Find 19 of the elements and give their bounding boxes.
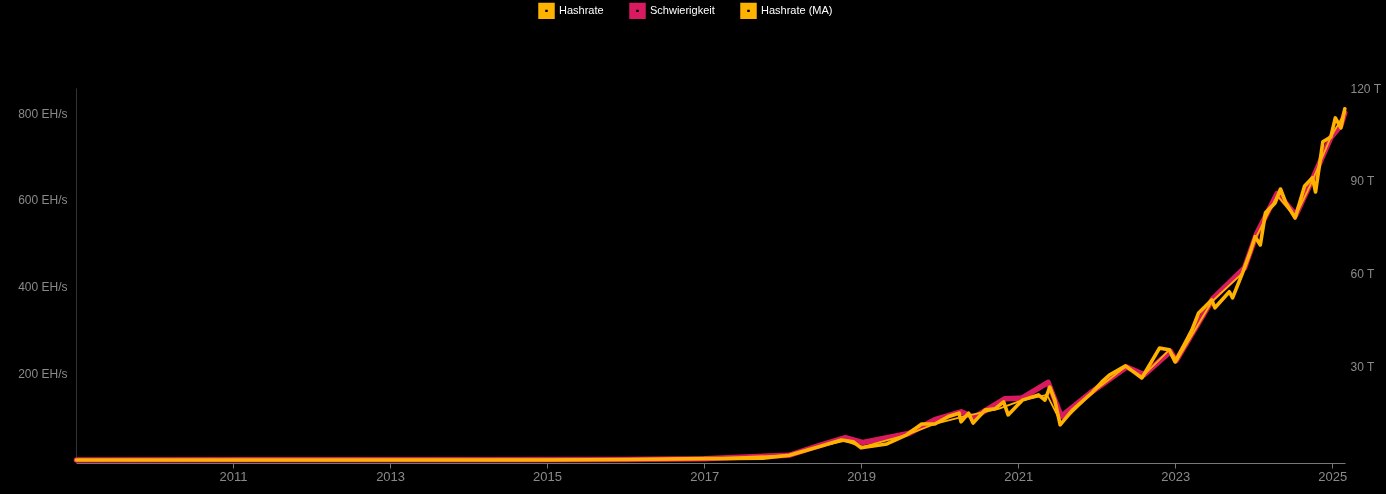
y-tick-label: 200 EH/s: [18, 366, 68, 381]
x-tick-label: 2023: [1161, 468, 1191, 484]
y2-tick-label: 60 T: [1350, 267, 1375, 282]
x-tick-label: 2013: [376, 468, 406, 484]
x-tick-label: 2015: [533, 468, 562, 484]
legend-label: Hashrate (MA): [761, 3, 833, 16]
x-tick-label: 2011: [219, 468, 248, 484]
y-tick-label: 400 EH/s: [18, 280, 68, 295]
y2-tick-label: 90 T: [1350, 174, 1375, 189]
y2-tick-label: 120 T: [1350, 81, 1382, 96]
x-tick-label: 2021: [1004, 468, 1034, 484]
y-tick-label: 600 EH/s: [18, 193, 68, 208]
legend-label: Hashrate: [559, 3, 604, 16]
x-tick-label: 2017: [690, 468, 720, 484]
legend-label: Schwierigkeit: [650, 3, 715, 16]
x-tick-label: 2025: [1318, 468, 1348, 484]
y2-tick-label: 30 T: [1350, 360, 1375, 375]
x-tick-label: 2019: [847, 468, 877, 484]
y-tick-label: 800 EH/s: [18, 106, 68, 121]
